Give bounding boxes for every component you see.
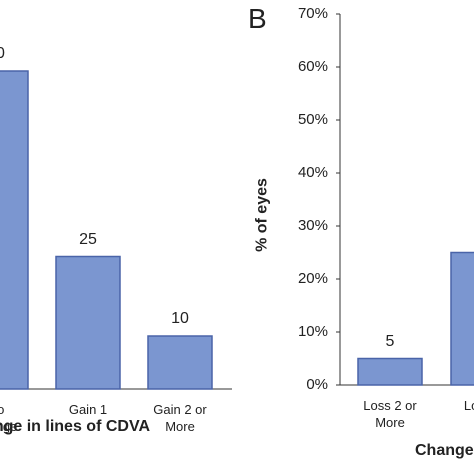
bar xyxy=(147,335,213,390)
x-axis-title: Change in lines of CDVA xyxy=(415,442,474,459)
y-tick-label: 50% xyxy=(297,111,328,128)
bar xyxy=(0,70,29,390)
bar xyxy=(55,255,121,390)
y-axis-title: % of eyes xyxy=(253,178,271,252)
y-tick-label: 0% xyxy=(306,376,328,393)
x-tick-label: No change xyxy=(0,402,18,434)
panel-label: B xyxy=(248,3,267,34)
x-tick-label: Loss 1 xyxy=(463,398,474,413)
y-tick-label: 70% xyxy=(297,5,328,22)
x-tick-label: Loss 2 or More xyxy=(363,398,417,430)
value-label: 25 xyxy=(79,230,97,248)
value-label: 25 xyxy=(453,227,474,244)
bar xyxy=(450,251,474,386)
y-tick-label: 30% xyxy=(297,217,328,234)
x-axis-title: Change in lines of CDVA xyxy=(0,418,150,435)
y-tick-label: 20% xyxy=(297,270,328,287)
y-tick-label: 10% xyxy=(297,323,328,340)
y-tick-label: 40% xyxy=(297,164,328,181)
value-label: 10 xyxy=(171,310,189,327)
x-tick-label: Gain 1 xyxy=(68,402,108,417)
bar xyxy=(357,357,423,386)
x-tick-label: Gain 2 or More xyxy=(153,402,207,434)
value-label: 5 xyxy=(385,332,395,350)
value-label: 60 xyxy=(0,45,5,62)
y-tick-label: 60% xyxy=(297,58,328,75)
